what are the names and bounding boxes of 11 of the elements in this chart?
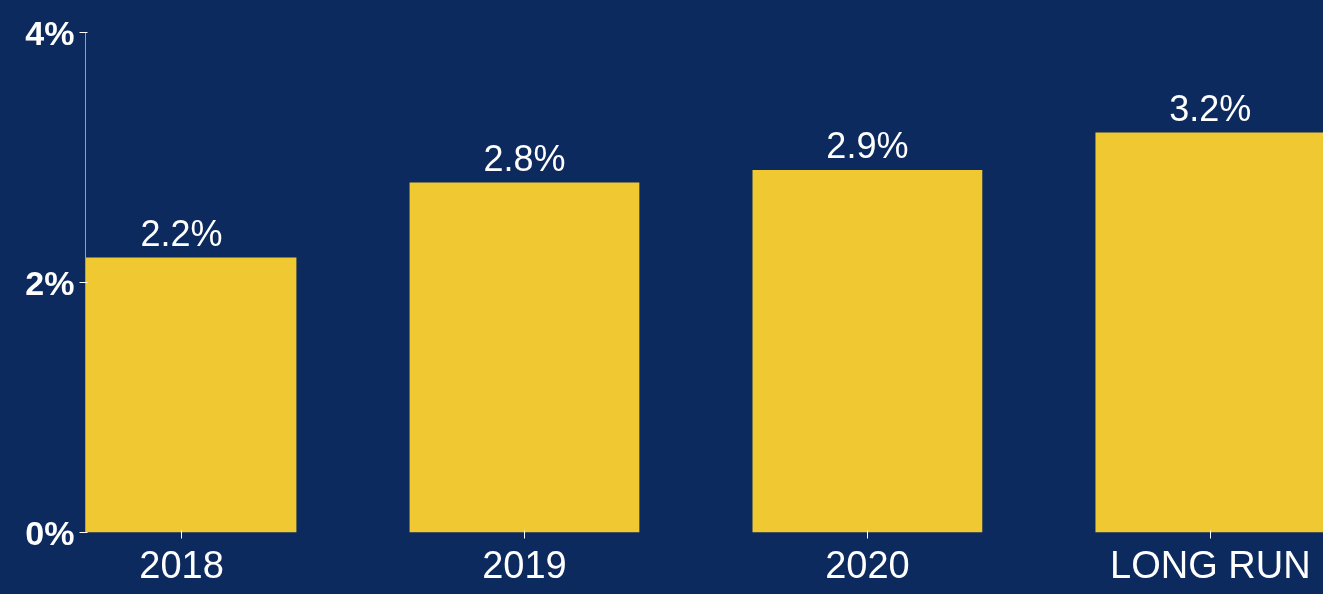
data-label: 2.2% [140, 212, 223, 254]
data-label: 2.8% [483, 137, 566, 179]
y-tick-label: 0% [25, 513, 75, 552]
data-label: 3.2% [1169, 87, 1252, 129]
y-tick-label: 4% [25, 13, 75, 52]
x-tick-label: 2018 [139, 543, 224, 586]
x-tick-label: 2019 [482, 543, 567, 586]
x-tick-label: LONG RUN [1110, 543, 1311, 586]
y-tick-label: 2% [25, 263, 75, 302]
data-label: 2.9% [826, 125, 909, 166]
x-tick-label: 2020 [825, 543, 910, 586]
